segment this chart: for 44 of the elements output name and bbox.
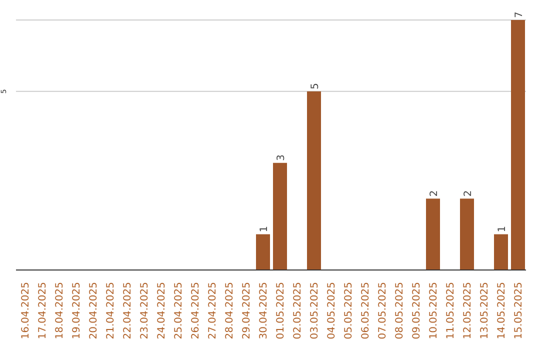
x-tick-label: 03.05.2025 (310, 282, 320, 340)
x-tick-label: 02.05.2025 (292, 282, 304, 340)
x-tick-label: 20.04.2025 (88, 282, 100, 340)
x-tick-label: 26.04.2025 (190, 282, 202, 340)
x-tick-label: 30.04.2025 (258, 282, 270, 340)
bar (273, 162, 287, 270)
x-tick-label: 09.05.2025 (412, 282, 422, 340)
x-tick-label: 05.05.2025 (344, 282, 354, 340)
x-tick-label: 25.04.2025 (174, 282, 184, 340)
bar (256, 234, 270, 270)
x-tick-label: 27.04.2025 (208, 282, 218, 340)
data-label: 7 (514, 12, 525, 18)
data-label: 5 (310, 83, 321, 90)
x-tick-label: 22.04.2025 (122, 282, 134, 340)
x-tick-label: 08.05.2025 (394, 282, 406, 340)
x-tick-label: 10.05.2025 (428, 282, 440, 340)
x-tick-label: 28.04.2025 (224, 282, 236, 340)
x-tick-label: 15.05.2025 (514, 282, 524, 340)
data-label: 3 (276, 154, 287, 161)
x-tick-label: 24.04.2025 (156, 282, 168, 340)
x-tick-label: 12.05.2025 (462, 282, 474, 340)
data-label: 2 (463, 190, 474, 197)
bar (426, 198, 440, 270)
x-tick-label: 17.04.2025 (38, 282, 48, 340)
x-tick-label: 04.05.2025 (326, 282, 338, 340)
x-tick-label: 23.04.2025 (140, 282, 150, 340)
x-tick-label: 07.05.2025 (378, 282, 388, 340)
bar (307, 91, 321, 270)
x-tick-label: 13.05.2025 (480, 282, 490, 340)
x-tick-label: 29.04.2025 (242, 282, 252, 340)
data-label: 2 (429, 190, 440, 197)
bar (511, 20, 525, 270)
bar (494, 234, 508, 270)
x-tick-label: 18.04.2025 (54, 282, 66, 340)
data-label: 1 (497, 226, 508, 232)
data-label: 1 (259, 226, 270, 232)
x-tick-label: 06.05.2025 (360, 282, 372, 340)
x-tick-label: 19.04.2025 (72, 282, 82, 340)
bar (460, 198, 474, 270)
x-tick-label: 01.05.2025 (276, 282, 286, 340)
x-tick-label: 21.04.2025 (106, 282, 116, 340)
x-tick-label: 16.04.2025 (20, 282, 32, 340)
x-tick-label: 14.05.2025 (496, 282, 508, 340)
x-tick-label: 11.05.2025 (446, 282, 456, 340)
